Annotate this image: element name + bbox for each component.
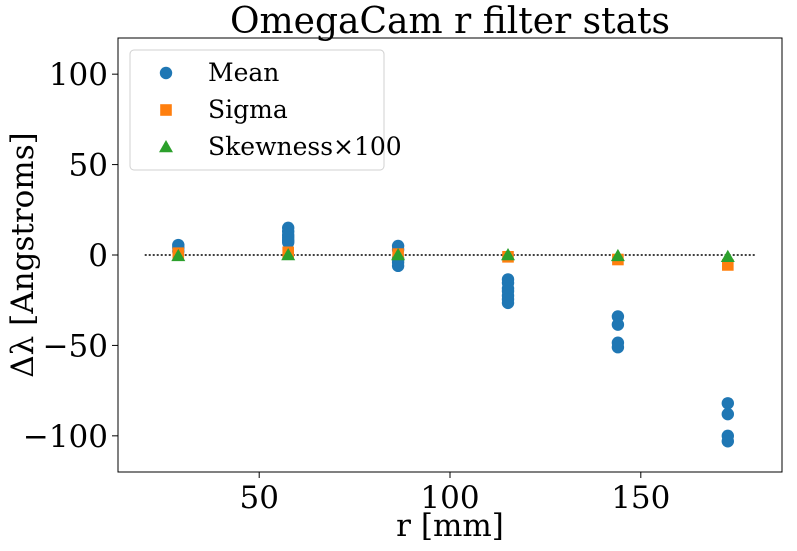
legend-box (129, 49, 385, 171)
x-tick-label: 150 (611, 480, 670, 516)
skewness-100-point (610, 248, 625, 262)
y-tick-label: −100 (23, 419, 108, 455)
data-points (171, 221, 735, 448)
legend-square-marker (160, 104, 172, 116)
y-tick-label: −50 (43, 328, 108, 364)
x-tick-label: 50 (239, 480, 278, 516)
y-axis-ticks: 100 50 0 −50 −100 (23, 57, 118, 455)
skewness-100-point (720, 249, 735, 263)
legend-triangle-marker (159, 140, 173, 153)
mean-point (611, 318, 625, 331)
legend-label: Skewness×100 (208, 132, 402, 161)
mean-point (611, 341, 625, 354)
y-tick-label: 100 (49, 57, 108, 93)
y-tick-label: 0 (88, 238, 108, 274)
mean-point (501, 296, 515, 310)
y-axis-label: Δλ [Angstroms] (5, 132, 41, 377)
mean-point (721, 397, 735, 410)
chart-title: OmegaCam r filter stats (230, 1, 670, 42)
sigma-point (722, 259, 734, 271)
x-axis-ticks: 50 100 150 (239, 472, 670, 516)
mean-point (721, 407, 735, 421)
mean-point (281, 236, 295, 249)
legend-label: Sigma (208, 95, 288, 124)
mean-point (721, 435, 735, 448)
skewness-100-point (281, 248, 296, 261)
skewness-100-point (501, 248, 516, 261)
y-tick-label: 50 (69, 148, 108, 184)
x-axis-label: r [mm] (396, 508, 504, 544)
legend: Mean Sigma Skewness×100 (129, 49, 402, 171)
legend-circle-marker (159, 66, 173, 80)
skewness-100-point (171, 248, 186, 262)
mean-point (391, 259, 405, 273)
skewness-100-point (391, 248, 406, 261)
x-tick-label: 100 (420, 480, 479, 516)
legend-label: Mean (208, 58, 279, 87)
